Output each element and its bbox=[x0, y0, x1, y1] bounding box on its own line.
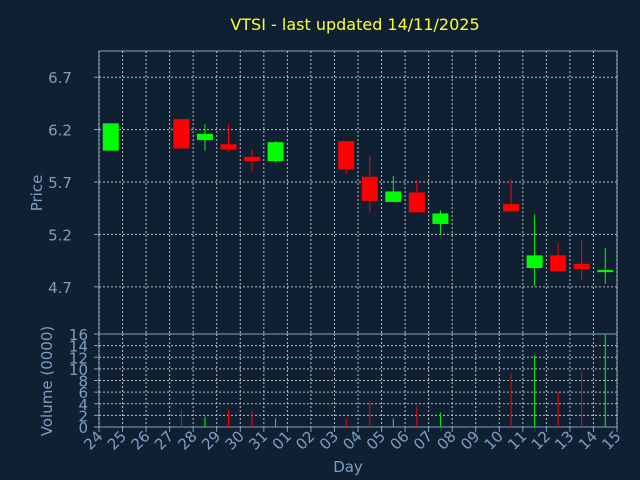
candle-body bbox=[526, 255, 543, 268]
x-tick-label: 10 bbox=[481, 427, 507, 453]
x-tick-label: 27 bbox=[151, 427, 177, 453]
x-tick-label: 13 bbox=[551, 427, 577, 453]
volume-tick-label: 0 bbox=[78, 419, 88, 437]
volume-tick-label: 8 bbox=[78, 373, 88, 391]
volume-tick-label: 6 bbox=[78, 384, 88, 402]
x-tick-label: 29 bbox=[198, 427, 224, 453]
candle-body bbox=[220, 144, 237, 150]
volume-tick-label: 16 bbox=[69, 326, 88, 344]
candle-body bbox=[573, 263, 590, 270]
volume-bars bbox=[180, 334, 606, 427]
x-tick-label: 25 bbox=[104, 427, 130, 453]
x-tick-label: 03 bbox=[316, 427, 342, 453]
candle-body bbox=[503, 204, 520, 212]
volume-tick-label: 12 bbox=[69, 349, 88, 367]
price-tick-label: 6.7 bbox=[48, 69, 72, 87]
candle-body bbox=[597, 270, 614, 273]
x-tick-label: 12 bbox=[528, 427, 554, 453]
x-tick-label: 28 bbox=[175, 427, 201, 453]
candle-body bbox=[102, 123, 119, 151]
x-tick-label: 09 bbox=[457, 427, 483, 453]
volume-tick-label: 4 bbox=[78, 396, 88, 414]
candle-body bbox=[432, 213, 449, 224]
x-tick-label: 07 bbox=[410, 427, 436, 453]
volume-grid bbox=[98, 334, 618, 427]
candlestick-series bbox=[102, 119, 614, 286]
volume-tick-label: 10 bbox=[69, 361, 88, 379]
price-y-axis: 4.7 5.2 5.7 6.2 6.7 bbox=[48, 69, 99, 297]
x-tick-label: 02 bbox=[292, 427, 318, 453]
candle-body bbox=[338, 141, 355, 170]
x-tick-label: 15 bbox=[598, 427, 624, 453]
volume-tick-label: 2 bbox=[78, 407, 88, 425]
x-tick-label: 01 bbox=[269, 427, 295, 453]
price-tick-label: 4.7 bbox=[48, 279, 72, 297]
chart-title: VTSI - last updated 14/11/2025 bbox=[230, 15, 479, 34]
price-axis-label: Price bbox=[28, 175, 46, 212]
candle-body bbox=[244, 156, 261, 162]
candle-body bbox=[408, 192, 425, 213]
x-tick-label: 05 bbox=[363, 427, 389, 453]
volume-axis-label: Volume (0000) bbox=[38, 326, 56, 436]
price-tick-label: 5.7 bbox=[48, 174, 72, 192]
x-tick-label: 08 bbox=[434, 427, 460, 453]
x-tick-label: 30 bbox=[222, 427, 248, 453]
candle-body bbox=[267, 142, 284, 162]
x-tick-label: 14 bbox=[575, 427, 601, 453]
volume-tick-label: 14 bbox=[69, 338, 88, 356]
candle-body bbox=[173, 119, 190, 149]
candle-body bbox=[361, 176, 378, 201]
price-tick-label: 6.2 bbox=[48, 122, 72, 140]
candle-body bbox=[385, 191, 402, 202]
price-grid bbox=[98, 51, 618, 334]
price-tick-label: 5.2 bbox=[48, 226, 72, 244]
candle-body bbox=[196, 133, 213, 141]
x-tick-label: 31 bbox=[245, 427, 271, 453]
x-axis-label: Day bbox=[333, 458, 363, 476]
x-tick-label: 06 bbox=[386, 427, 412, 453]
candle-body bbox=[550, 255, 567, 272]
x-axis: 2425262728293031010203040506070809101112… bbox=[80, 427, 625, 454]
x-tick-label: 26 bbox=[127, 427, 153, 453]
x-tick-label: 04 bbox=[339, 427, 365, 453]
x-tick-label: 11 bbox=[504, 427, 530, 453]
